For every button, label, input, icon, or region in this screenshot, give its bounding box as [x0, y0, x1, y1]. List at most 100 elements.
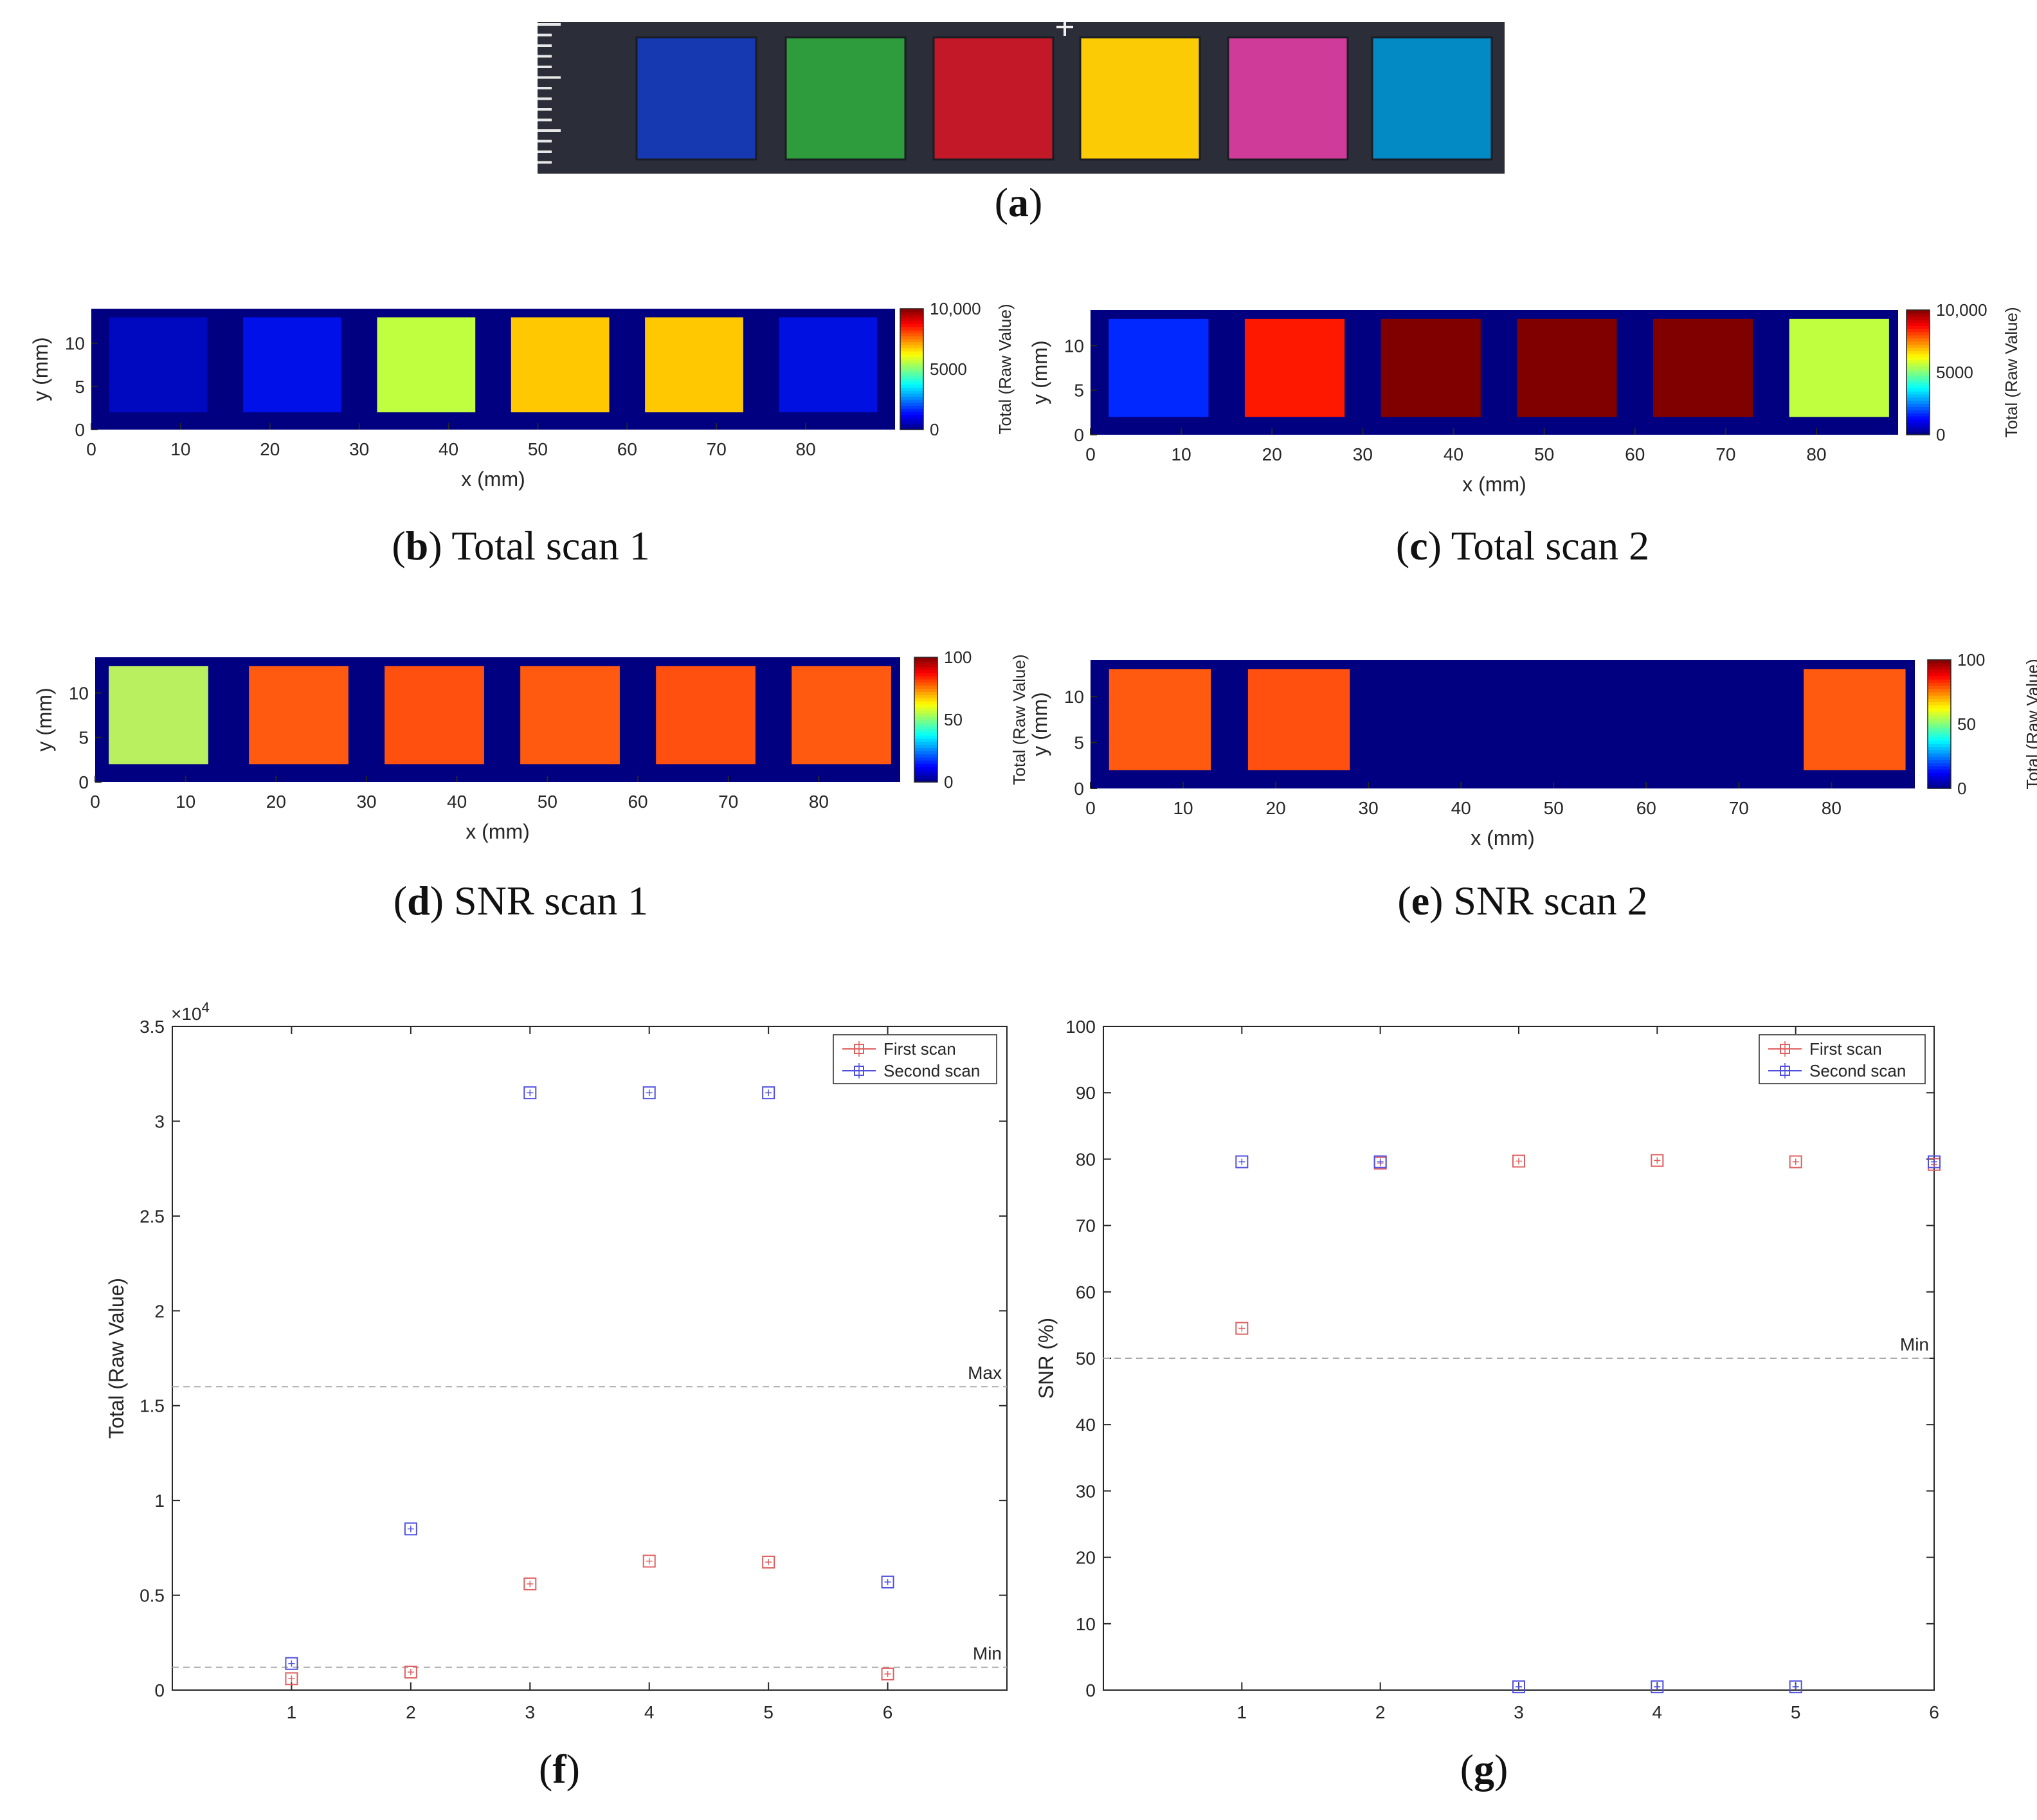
colorbar-tick-label: 0	[944, 772, 953, 792]
colorbar-tick-label: 0	[1957, 779, 1966, 798]
colorbar-segment	[1906, 316, 1930, 320]
colorbar-segment	[1906, 347, 1930, 351]
colorbar-tick-label: 5000	[1936, 363, 1973, 382]
colorbar-segment	[914, 751, 937, 754]
colorbar-segment	[914, 747, 937, 752]
colorbar-segment	[1928, 772, 1951, 776]
colorbar-segment	[914, 698, 937, 702]
x-tick-label: 20	[1266, 798, 1286, 818]
colorbar-segment	[914, 763, 937, 767]
heatmap-sample-square	[520, 666, 620, 765]
colorbar-segment	[1906, 310, 1930, 314]
colorbar-segment	[914, 666, 937, 670]
colorbar-segment	[1906, 375, 1930, 379]
y-axis-label: y (mm)	[33, 687, 56, 752]
colorbar-segment	[900, 414, 923, 418]
y-tick-label: 5	[78, 728, 89, 748]
colorbar-segment	[900, 411, 923, 415]
colorbar-segment	[900, 323, 923, 327]
data-point-first-scan	[1651, 1154, 1664, 1167]
colorbar-segment	[900, 396, 923, 400]
data-point-first-scan	[1512, 1154, 1525, 1168]
y-tick-label: 0.5	[140, 1586, 165, 1606]
colorbar-segment	[900, 426, 923, 430]
colorbar-segment	[900, 408, 923, 412]
colorbar-segment	[1928, 714, 1951, 718]
colorbar-segment	[914, 707, 937, 711]
colorbar-segment	[1928, 756, 1951, 760]
colorbar-segment	[914, 732, 937, 736]
y-tick-label: 5	[1074, 381, 1084, 401]
colorbar-segment	[1928, 698, 1951, 702]
data-point-second-scan	[1235, 1155, 1249, 1169]
colorbar-segment	[914, 744, 937, 749]
y-tick-label: 0	[78, 772, 89, 792]
colorbar-segment	[914, 772, 937, 776]
heatmap-background	[95, 657, 900, 782]
colorbar-label: Total (Raw Value)	[995, 304, 1015, 434]
colorbar-segment	[914, 685, 937, 689]
colorbar-segment	[1906, 341, 1930, 345]
svg-text:(a): (a)	[995, 179, 1043, 225]
colorbar-segment	[1906, 432, 1930, 435]
data-point-second-scan	[1373, 1155, 1387, 1169]
colorbar-segment	[1906, 334, 1930, 339]
caption-e-letter: e	[1411, 878, 1429, 924]
colorbar-segment	[1928, 747, 1951, 751]
colorbar-segment	[900, 309, 923, 313]
colorbar-segment	[914, 729, 937, 733]
colorbar-segment	[1906, 322, 1930, 326]
y-tick-label: 2	[154, 1301, 165, 1321]
x-tick-label: 0	[1085, 444, 1096, 464]
colorbar-segment	[900, 320, 923, 325]
data-point-first-scan	[642, 1554, 656, 1568]
colorbar-segment	[1928, 769, 1951, 773]
x-tick-label: 70	[1729, 798, 1749, 818]
colorbar-segment	[914, 720, 937, 723]
y-tick-label: 100	[1065, 1017, 1096, 1037]
colorbar-segment	[1906, 391, 1930, 395]
x-tick-label: 50	[1534, 444, 1554, 464]
colorbar-segment	[1906, 422, 1930, 426]
plot-area	[172, 1026, 1008, 1691]
colorbar-segment	[1928, 695, 1951, 699]
colorbar-segment	[914, 673, 937, 677]
heatmap-background	[1091, 310, 1898, 435]
caption-c-text: Total scan 2	[1451, 523, 1649, 569]
data-point-second-scan	[1789, 1680, 1802, 1693]
x-tick-label: 30	[1359, 798, 1379, 818]
colorbar-segment	[1906, 319, 1930, 323]
colorbar-segment	[1928, 766, 1951, 770]
colorbar-segment	[1928, 750, 1951, 754]
colorbar-segment	[914, 682, 937, 686]
legend-entry: First scan	[1809, 1039, 1882, 1059]
y-tick-label: 70	[1076, 1216, 1096, 1236]
colorbar-segment	[1928, 708, 1951, 712]
heatmap-sample-square	[1517, 318, 1617, 417]
colorbar-segment	[914, 766, 937, 770]
data-point-first-scan	[1235, 1322, 1249, 1335]
colorbar-segment	[1928, 776, 1951, 779]
colorbar-segment	[900, 341, 923, 345]
colorbar-segment	[900, 345, 923, 349]
colorbar-segment	[1928, 731, 1951, 734]
colorbar-segment	[1906, 353, 1930, 358]
y-tick-label: 10	[65, 334, 85, 354]
data-point-second-scan	[404, 1522, 417, 1536]
x-tick-label: 40	[447, 792, 467, 812]
caption-e: (e) SNR scan 2	[1397, 878, 1647, 924]
legend-entry: First scan	[883, 1039, 956, 1059]
colorbar-segment	[1928, 779, 1951, 783]
color-swatch	[932, 36, 1055, 161]
colorbar-segment	[1906, 394, 1930, 398]
x-tick-label: 40	[439, 439, 458, 459]
y-tick-label: 20	[1076, 1548, 1096, 1568]
colorbar-tick-label: 0	[1936, 425, 1945, 444]
y-tick-label: 80	[1076, 1149, 1096, 1169]
colorbar-frame	[1927, 659, 1951, 789]
x-tick-label: 80	[796, 439, 816, 459]
colorbar-segment	[900, 381, 923, 385]
colorbar-segment	[900, 327, 923, 331]
x-tick-label: 4	[644, 1702, 655, 1722]
colorbar-segment	[1928, 682, 1951, 686]
